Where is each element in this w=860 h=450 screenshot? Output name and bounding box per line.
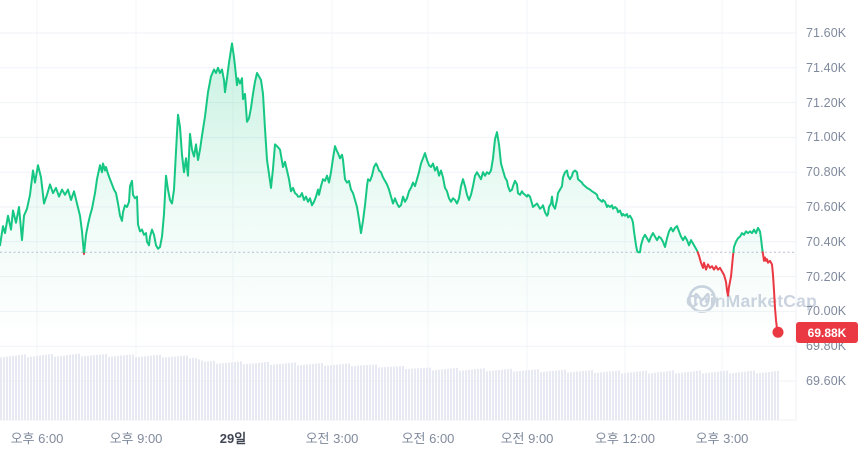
x-axis-label: 오후 9:00 xyxy=(109,431,163,446)
price-area-fill xyxy=(0,43,778,421)
y-axis-label: 71.60K xyxy=(806,26,847,40)
y-axis-label: 71.40K xyxy=(806,60,847,75)
y-axis-label: 70.40K xyxy=(806,234,847,249)
last-price-badge: 69.88K xyxy=(796,322,858,343)
x-axis-label: 오전 3:00 xyxy=(305,431,359,446)
x-axis-label: 오전 9:00 xyxy=(500,431,554,446)
last-price-dot xyxy=(772,326,784,338)
y-axis-label: 70.20K xyxy=(806,269,847,284)
y-axis-label: 70.80K xyxy=(806,165,847,180)
y-axis-label: 69.60K xyxy=(806,374,847,388)
price-line xyxy=(0,42,779,334)
x-axis-label: 오후 12:00 xyxy=(594,431,656,446)
x-axis-label: 오전 6:00 xyxy=(401,431,455,446)
x-axis-label: 오후 6:00 xyxy=(10,431,64,446)
x-axis-label: 29일 xyxy=(219,431,247,446)
y-axis-label: 71.20K xyxy=(806,95,847,110)
y-axis-label: 70.60K xyxy=(806,200,847,214)
y-axis-label: 70.00K xyxy=(806,304,847,319)
y-axis-label: 71.00K xyxy=(806,130,847,145)
x-axis-label: 오후 3:00 xyxy=(695,431,749,446)
